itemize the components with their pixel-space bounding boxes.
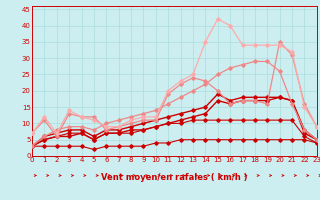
- X-axis label: Vent moyen/en rafales ( km/h ): Vent moyen/en rafales ( km/h ): [101, 173, 248, 182]
